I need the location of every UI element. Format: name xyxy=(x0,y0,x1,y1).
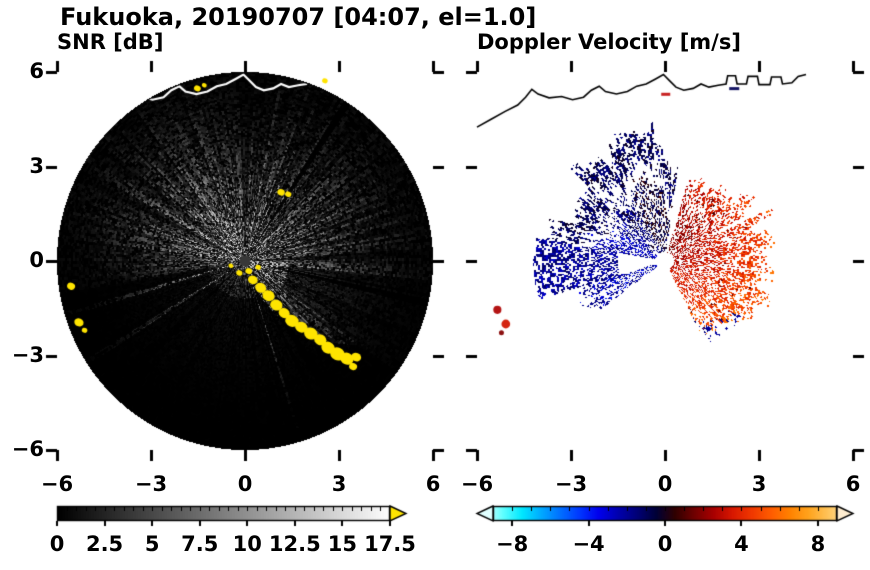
colorbar-tick-label: 5 xyxy=(144,532,160,556)
panel-title-snr: SNR [dB] xyxy=(57,30,164,54)
panel-title-velocity: Doppler Velocity [m/s] xyxy=(477,30,741,54)
colorbar-tick-label: 12.5 xyxy=(268,532,321,556)
colorbar-tick-label: 8 xyxy=(810,532,826,556)
colorbar-tick-label: 7.5 xyxy=(181,532,219,556)
colorbar-tick-label: −4 xyxy=(572,532,605,556)
x-tick-label: −3 xyxy=(134,472,168,496)
colorbar-tick-label: 15 xyxy=(327,532,358,556)
x-tick-label: 3 xyxy=(751,472,767,496)
colorbar-tick-label: 2.5 xyxy=(85,532,124,556)
y-tick-label: −6 xyxy=(11,437,44,461)
y-tick-label: 6 xyxy=(29,59,44,83)
colorbar-tick-label: 0 xyxy=(49,532,65,556)
x-tick-label: 0 xyxy=(237,472,253,496)
colorbar-tick-label: 10 xyxy=(232,532,262,556)
y-tick-label: 3 xyxy=(29,153,44,178)
x-tick-label: −6 xyxy=(40,472,74,496)
x-tick-label: 3 xyxy=(331,472,347,496)
colorbar-tick-label: −8 xyxy=(496,532,529,556)
y-tick-label: −3 xyxy=(11,342,44,367)
figure-title: Fukuoka, 20190707 [04:07, el=1.0] xyxy=(60,3,537,31)
x-tick-label: −6 xyxy=(460,472,494,496)
colorbar-tick-label: 17.5 xyxy=(364,532,416,556)
y-tick-label: 0 xyxy=(29,248,44,272)
x-tick-label: −3 xyxy=(554,472,588,496)
colorbar-tick-label: 0 xyxy=(657,532,673,556)
colorbar-tick-label: 4 xyxy=(734,532,749,556)
x-tick-label: 6 xyxy=(425,472,441,496)
x-tick-label: 6 xyxy=(845,472,861,496)
x-tick-label: 0 xyxy=(657,472,673,496)
